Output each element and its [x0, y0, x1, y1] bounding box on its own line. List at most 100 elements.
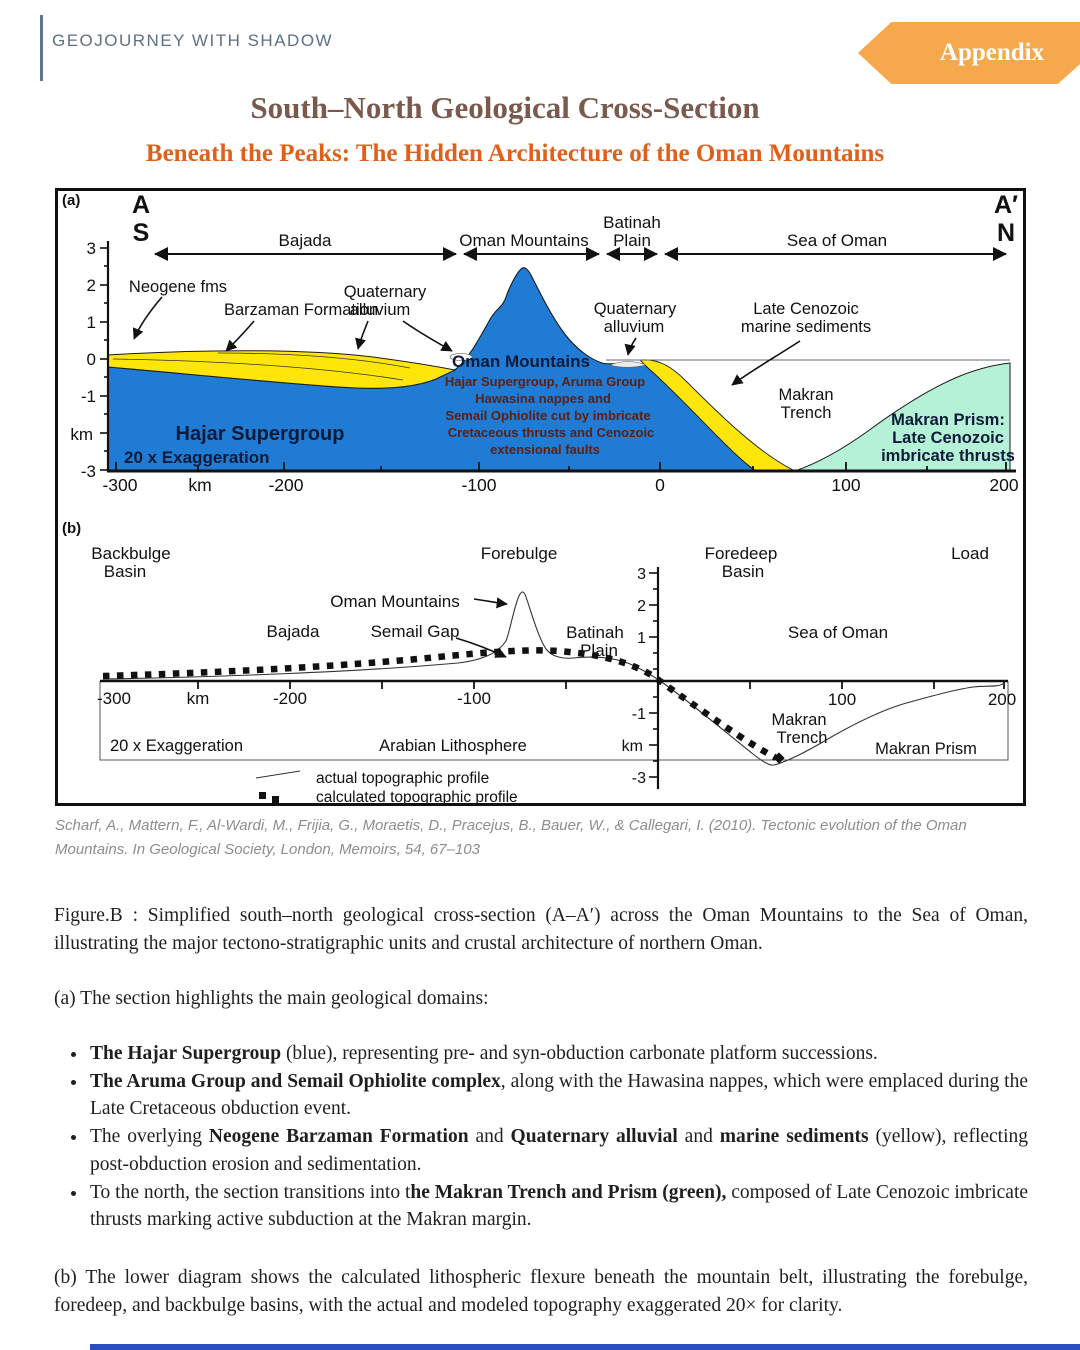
a-x-unit: km: [188, 475, 211, 495]
appendix-ribbon-label: Appendix: [939, 39, 1045, 66]
blue-desc-3: Semail Ophiolite cut by imbricate: [445, 408, 650, 423]
zone-bajada: Bajada: [279, 231, 332, 250]
zone-batinah-1: Batinah: [603, 213, 661, 232]
blue-desc-1: Hajar Supergroup, Aruma Group: [445, 374, 645, 389]
zone-batinah-2: Plain: [613, 231, 651, 250]
panel-a-tag: (a): [62, 192, 80, 209]
legend-actual-sample: [255, 770, 301, 779]
panel-a-annotation-arrows: [132, 296, 801, 386]
b-x-m300: -300: [97, 689, 131, 708]
appendix-ribbon: Appendix: [858, 22, 1080, 84]
label-makran-prism-2: Late Cenozoic: [892, 429, 1004, 447]
b-x-100: 100: [828, 690, 856, 709]
semail-gap-pointer: [455, 637, 507, 658]
calculated-topographic-profile: [102, 647, 778, 761]
b-y-unit: km: [622, 738, 643, 755]
label-exaggeration-a: 20 x Exaggeration: [124, 448, 270, 467]
legend-actual-label: actual topographic profile: [316, 770, 489, 787]
label-oman-mountains-b: Oman Mountains: [330, 592, 459, 611]
a-x-m300: -300: [102, 475, 137, 495]
blue-desc-4: Cretaceous thrusts and Cenozoic: [448, 425, 655, 440]
cross-section-figure: (a) A S A′ N Bajada Oman Mountains Batin…: [55, 188, 1026, 806]
a-x-100: 100: [831, 475, 860, 495]
label-makran-trench-2: Trench: [781, 404, 832, 422]
label-hajar: Hajar Supergroup: [176, 423, 345, 445]
b-y-2: 2: [637, 598, 646, 615]
legend-calculated-label: calculated topographic profile: [316, 789, 518, 803]
b-y-1: 1: [637, 630, 646, 647]
paragraph-a: (a) The section highlights the main geol…: [54, 988, 489, 1010]
label-forebulge: Forebulge: [481, 544, 558, 563]
legend-calculated-sample-1: [259, 792, 266, 799]
brand-text: GEOJOURNEY WITH SHADOW: [52, 31, 334, 50]
b-x-m200: -200: [273, 689, 307, 708]
brand-divider: [40, 15, 43, 81]
paragraph-b: (b) The lower diagram shows the calculat…: [54, 1266, 1028, 1316]
label-makran-prism-3: imbricate thrusts: [881, 447, 1015, 465]
panel-b-text: (b) Backbulge Basin Forebulge Foredeep B…: [62, 520, 1016, 803]
panel-b-x-ticks: [197, 681, 1005, 689]
alluvium-pocket-left: [449, 353, 473, 361]
page-subtitle: Beneath the Peaks: The Hidden Architectu…: [145, 140, 885, 167]
calculated-profile-end-diamond: [773, 752, 785, 764]
bedding-line-1: [112, 358, 404, 381]
section-end-a-prime: A′: [994, 191, 1018, 219]
panel-a-axes: [100, 241, 1016, 473]
blue-desc-5: extensional faults: [490, 442, 600, 457]
panel-a-x-ticks: [115, 462, 1007, 471]
label-makran-prism-1: Makran Prism:: [891, 411, 1005, 429]
label-quat-left-1: Quaternary: [344, 283, 427, 301]
figure-caption: Figure.B : Simplified south–north geolog…: [54, 905, 1028, 954]
label-marine-2: marine sediments: [741, 318, 871, 336]
b-y-3: 3: [637, 566, 646, 583]
zone-sea-of-oman: Sea of Oman: [787, 231, 887, 250]
oman-mountains-pointer: [473, 597, 508, 609]
footer-bar: [90, 1344, 1080, 1350]
a-y-unit: km: [70, 425, 93, 444]
label-batinah-b-2: Plain: [580, 641, 618, 660]
label-exaggeration-b: 20 x Exaggeration: [110, 737, 243, 755]
panel-a-y-ticks: [100, 247, 108, 471]
a-y-m3: -3: [81, 462, 96, 481]
a-y-m1: -1: [81, 387, 96, 406]
panel-b-box: [99, 681, 1009, 761]
label-quat-left-2: alluvium: [350, 301, 411, 319]
b-y-m1: -1: [632, 706, 646, 723]
bullet-aruma: The Aruma Group and Semail Ophiolite com…: [88, 1068, 1028, 1123]
label-foredeep-2: Basin: [722, 562, 765, 581]
b-x-200: 200: [988, 690, 1016, 709]
label-marine-1: Late Cenozoic: [753, 300, 859, 318]
a-x-0: 0: [655, 475, 665, 495]
blue-desc-2: Hawasina nappes and: [475, 391, 611, 406]
a-y-3: 3: [87, 239, 96, 258]
a-x-m100: -100: [461, 475, 496, 495]
zone-oman-mountains: Oman Mountains: [459, 231, 588, 250]
label-makran-trench-1: Makran: [778, 386, 833, 404]
label-quat-right-2: alluvium: [604, 318, 665, 336]
b-x-unit: km: [187, 689, 210, 708]
bullet-neogene: The overlying Neogene Barzaman Formation…: [88, 1123, 1028, 1178]
label-barzaman: Barzaman Formation: [224, 301, 378, 319]
figure-description: Figure.B : Simplified south–north geolog…: [54, 902, 1028, 1319]
label-arabian-lithosphere: Arabian Lithosphere: [379, 737, 527, 755]
bullet-makran: To the north, the section transitions in…: [88, 1179, 1028, 1234]
section-end-n: N: [997, 219, 1015, 247]
legend-calculated-sample-2: [272, 796, 279, 803]
panel-a-text: (a) A S A′ N Bajada Oman Mountains Batin…: [62, 191, 1019, 495]
section-end-s: S: [133, 219, 150, 247]
a-y-1: 1: [87, 313, 96, 332]
panel-b-y-ticks: [649, 572, 658, 778]
panel-b-tag: (b): [62, 520, 81, 537]
b-y-m3: -3: [632, 770, 646, 787]
a-x-200: 200: [989, 475, 1018, 495]
label-load: Load: [951, 544, 989, 563]
label-backbulge-2: Basin: [104, 562, 147, 581]
label-semail-gap: Semail Gap: [371, 622, 460, 641]
label-backbulge-1: Backbulge: [91, 544, 170, 563]
label-bajada-b: Bajada: [267, 622, 320, 641]
makran-prism-layer: [794, 362, 1011, 472]
a-y-0: 0: [87, 350, 96, 369]
panel-b: (b) Backbulge Basin Forebulge Foredeep B…: [62, 520, 1016, 803]
domain-bullet-list: The Hajar Supergroup (blue), representin…: [54, 1040, 1028, 1234]
